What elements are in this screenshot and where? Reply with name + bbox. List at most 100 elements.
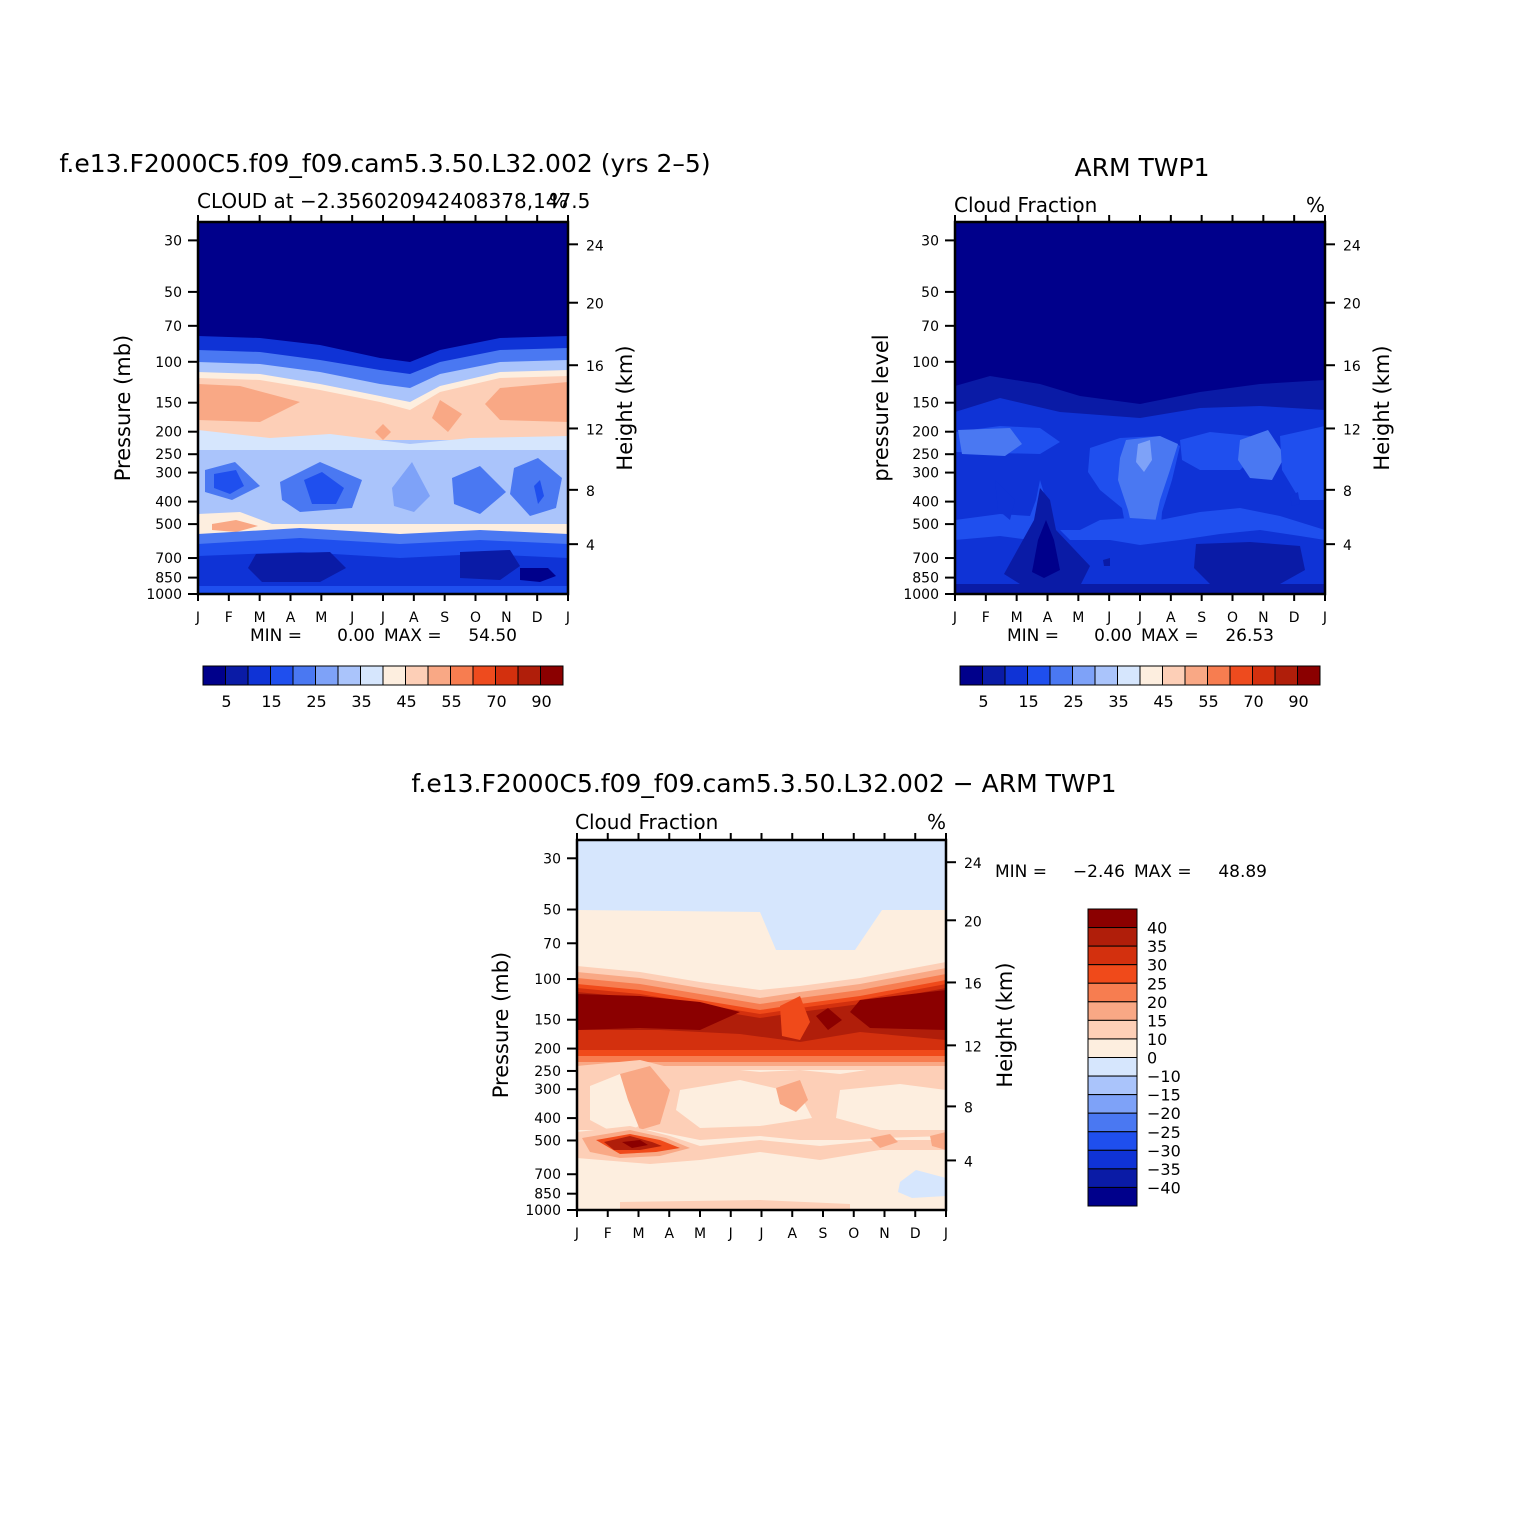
panel2-colorbar-box xyxy=(1139,665,1163,686)
panel2-y2tick-label: 24 xyxy=(1343,238,1361,254)
panel1-ytick-label: 300 xyxy=(155,466,182,482)
panel1-y2-axis: 24 20 16 12 8 4 xyxy=(568,238,604,554)
panel3-ytick-label: 300 xyxy=(534,1082,561,1098)
panel2-xtick-label: M xyxy=(1072,610,1084,626)
panel2-ytick-label: 30 xyxy=(921,233,939,249)
panel2-xtick-label: J xyxy=(952,610,957,626)
panel3-colorbar-label: 25 xyxy=(1147,974,1167,993)
panel1-y2label: Height (km) xyxy=(613,345,637,470)
panel3-xtick-label: J xyxy=(943,1226,948,1242)
panel3-colorbar-box xyxy=(1087,1038,1138,1058)
panel2-ytick-label: 70 xyxy=(921,319,939,335)
panel3-xtick-label: O xyxy=(848,1226,859,1242)
panel3-title: f.e13.F2000C5.f09_f09.cam5.3.50.L32.002 … xyxy=(411,769,1116,798)
panel1-y2tick-label: 8 xyxy=(586,484,595,500)
panel2-ytick-label: 1000 xyxy=(903,587,939,603)
panel3-xtick-label: J xyxy=(574,1226,579,1242)
panel1-colorbar-box xyxy=(450,665,474,686)
panel1-ytick-label: 200 xyxy=(155,425,182,441)
panel1-y2tick-label: 4 xyxy=(586,538,595,554)
panel3-colorbar-label: 15 xyxy=(1147,1011,1167,1030)
panel1-colorbar-box xyxy=(360,665,384,686)
panel2-max-value: 26.53 xyxy=(1225,626,1274,646)
panel3-colorbar-box xyxy=(1087,1149,1138,1170)
panel2-colorbar-box xyxy=(959,665,983,686)
panel1-ytick-label: 400 xyxy=(155,495,182,511)
panel1-colorbar-label: 15 xyxy=(261,692,281,711)
panel2-ytick-label: 100 xyxy=(912,355,939,371)
panel1-y2tick-label: 20 xyxy=(586,297,604,313)
panel1-colorbar-box xyxy=(337,665,361,686)
panel3-colorbar-label: 10 xyxy=(1147,1030,1167,1049)
panel3-y2label: Height (km) xyxy=(993,962,1017,1087)
panel2-colorbar-box xyxy=(982,665,1006,686)
panel1-max-label: MAX = xyxy=(384,626,442,646)
panel3-colorbar-label: 40 xyxy=(1147,919,1167,938)
panel3-field xyxy=(577,840,946,1210)
panel1-xtick-label: D xyxy=(532,610,543,626)
panel1-xtick-label: M xyxy=(254,610,266,626)
panel3-colorbar-label: −40 xyxy=(1147,1178,1181,1197)
panel1-colorbar-box xyxy=(202,665,226,686)
panel-diff: f.e13.F2000C5.f09_f09.cam5.3.50.L32.002 … xyxy=(411,769,1267,1242)
panel3-xtick-label: A xyxy=(664,1226,674,1242)
panel2-max-label: MAX = xyxy=(1141,626,1199,646)
panel2-ytick-label: 250 xyxy=(912,447,939,463)
panel2-xtick-label: J xyxy=(1106,610,1111,626)
panel2-ylabel: pressure level xyxy=(869,334,893,481)
panel3-colorbar-label: 35 xyxy=(1147,937,1167,956)
panel3-ytick-label: 70 xyxy=(543,936,561,952)
panel3-colorbar-label: 30 xyxy=(1147,956,1167,975)
panel1-subtitle: CLOUD at −2.356020942408378,147.5 xyxy=(197,189,590,213)
panel3-colorbar-box xyxy=(1087,1131,1138,1151)
panel3-colorbar-box xyxy=(1087,1186,1138,1207)
panel3-colorbar-box xyxy=(1087,1001,1138,1021)
panel3-xtick-label: F xyxy=(604,1226,612,1242)
panel2-colorbar-label: 70 xyxy=(1243,692,1263,711)
panel3-ytick-label: 500 xyxy=(534,1133,561,1149)
panel1-xtick-label: A xyxy=(286,610,296,626)
panel2-ytick-label: 200 xyxy=(912,425,939,441)
panel-obs: ARM TWP1 Cloud Fraction % J F M A M J xyxy=(869,153,1394,711)
panel2-colorbar-label: 45 xyxy=(1153,692,1173,711)
panel1-colorbar-box xyxy=(270,665,294,686)
panel3-y2tick-label: 12 xyxy=(964,1039,982,1055)
panel2-colorbar-label: 55 xyxy=(1198,692,1218,711)
panel3-units: % xyxy=(927,810,946,834)
panel3-colorbar-label: −10 xyxy=(1147,1067,1181,1086)
panel1-y2tick-label: 16 xyxy=(586,359,604,375)
panel2-subtitle: Cloud Fraction xyxy=(954,193,1097,217)
panel2-colorbar-box xyxy=(1162,665,1186,686)
panel1-xtick-label: S xyxy=(440,610,449,626)
panel2-xtick-label: A xyxy=(1043,610,1053,626)
panel3-xtick-label: M xyxy=(632,1226,644,1242)
panel2-xtick-label: O xyxy=(1227,610,1238,626)
panel2-ytick-label: 500 xyxy=(912,517,939,533)
panel3-colorbar-label: 20 xyxy=(1147,993,1167,1012)
panel1-ytick-label: 150 xyxy=(155,396,182,412)
panel2-colorbar-box xyxy=(1184,665,1208,686)
panel3-y2-axis: 24 20 16 12 8 4 xyxy=(946,856,982,1170)
panel3-colorbar-label: −35 xyxy=(1147,1160,1181,1179)
panel3-colorbar-box xyxy=(1087,1057,1138,1077)
panel2-colorbar-box xyxy=(1049,665,1073,686)
panel2-ytick-label: 850 xyxy=(912,571,939,587)
panel1-ytick-label: 1000 xyxy=(146,587,182,603)
panel1-field xyxy=(198,222,568,594)
panel2-y2tick-label: 12 xyxy=(1343,422,1361,438)
panel3-ytick-label: 250 xyxy=(534,1064,561,1080)
panel2-colorbar-box xyxy=(1297,665,1321,686)
panel1-ytick-label: 30 xyxy=(164,233,182,249)
panel3-max-label: MAX = xyxy=(1134,862,1192,882)
panel3-colorbar-box xyxy=(1087,1168,1138,1188)
panel2-min-label: MIN = xyxy=(1007,626,1059,646)
panel3-colorbar-box xyxy=(1087,964,1138,984)
panel2-colorbar-box xyxy=(1207,665,1231,686)
panel-model: f.e13.F2000C5.f09_f09.cam5.3.50.L32.002 … xyxy=(59,149,710,711)
panel2-colorbar-box xyxy=(1072,665,1096,686)
